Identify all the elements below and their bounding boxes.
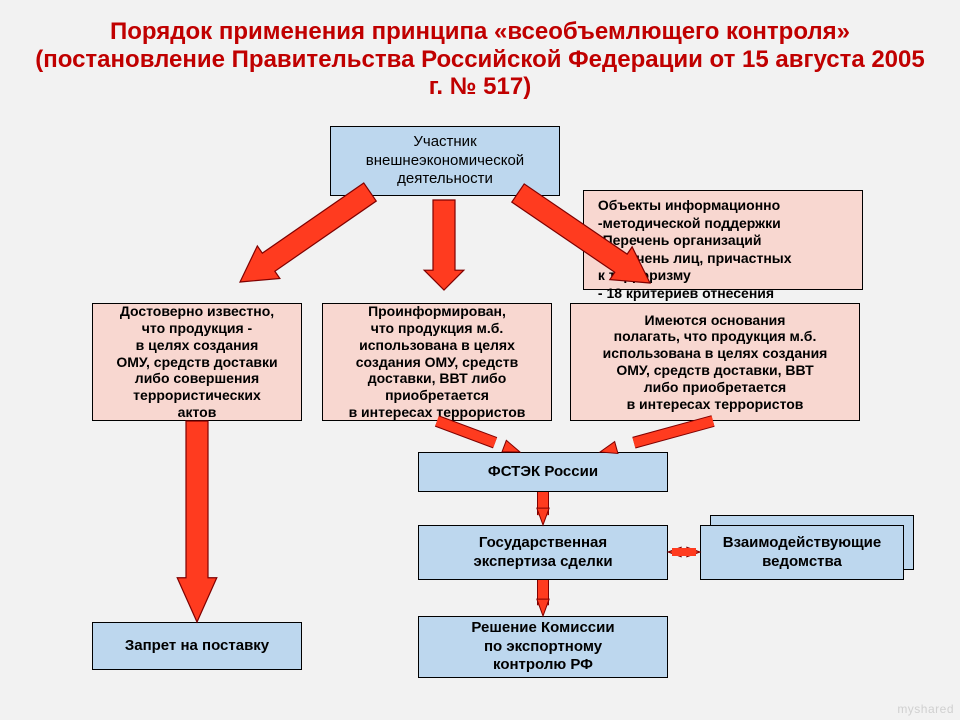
box-ban: Запрет на поставку <box>92 622 302 670</box>
info-line: -Перечень лиц, причастных <box>594 250 852 268</box>
box-label: Взаимодействующие ведомства <box>723 534 882 572</box>
box-label: Государственная экспертиза сделки <box>473 534 612 572</box>
box-label: Достоверно известно, что продукция - в ц… <box>116 303 277 421</box>
slide: Порядок применения принципа «всеобъемлющ… <box>0 0 960 720</box>
box-participant: Участник внешнеэкономической деятельност… <box>330 126 560 196</box>
info-line: Объекты информационно <box>594 197 852 215</box>
box-known: Достоверно известно, что продукция - в ц… <box>92 303 302 421</box>
info-line: -методической поддержки <box>594 215 852 233</box>
info-line: -Перечень организаций <box>594 232 852 250</box>
slide-title: Порядок применения принципа «всеобъемлющ… <box>30 18 930 101</box>
box-agencies: Взаимодействующие ведомства <box>700 525 904 580</box>
box-label: Решение Комиссии по экспортному контролю… <box>471 619 614 675</box>
box-info: Объекты информационно -методической подд… <box>583 190 863 290</box>
box-label: Проинформирован, что продукция м.б. испо… <box>349 303 526 421</box>
box-expertise: Государственная экспертиза сделки <box>418 525 668 580</box>
box-informed: Проинформирован, что продукция м.б. испо… <box>322 303 552 421</box>
box-fstec: ФСТЭК России <box>418 452 668 492</box>
watermark: myshared <box>897 702 954 716</box>
box-label: Участник внешнеэкономической деятельност… <box>366 133 524 189</box>
box-grounds: Имеются основания полагать, что продукци… <box>570 303 860 421</box>
info-line: к терроризму <box>594 267 852 285</box>
box-decision: Решение Комиссии по экспортному контролю… <box>418 616 668 678</box>
box-label: Имеются основания полагать, что продукци… <box>603 312 828 413</box>
box-label: ФСТЭК России <box>488 463 598 482</box>
info-line: - 18 критериев отнесения <box>594 285 852 303</box>
box-label: Запрет на поставку <box>125 637 269 656</box>
